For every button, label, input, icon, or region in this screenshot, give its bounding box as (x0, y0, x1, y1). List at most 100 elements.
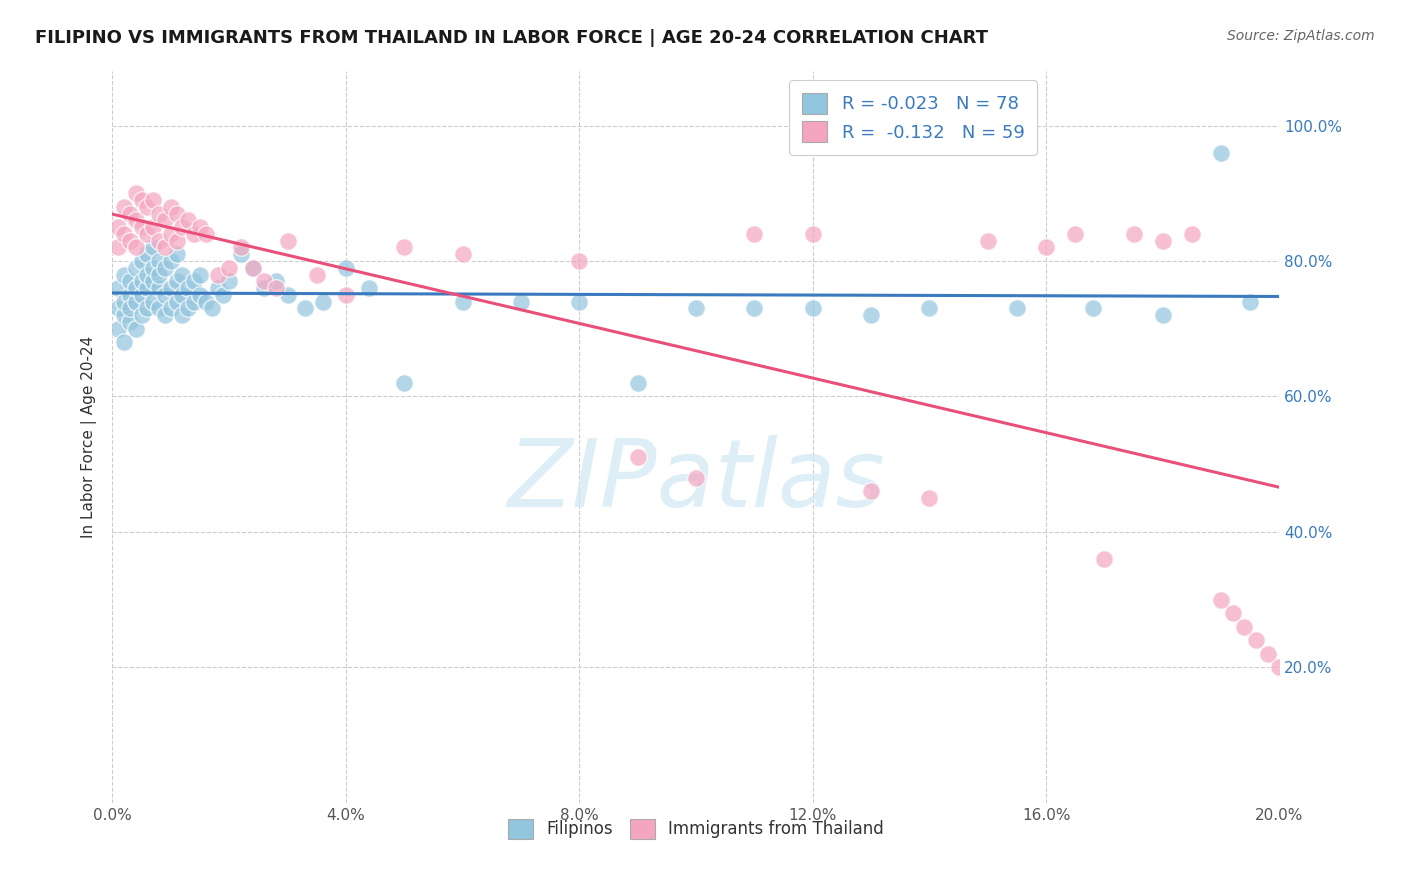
Point (918, 301, 941, 316)
Point (1081, 301, 1104, 316)
Point (801, 301, 824, 316)
Point (136, 200, 159, 214)
Point (142, 260, 165, 275)
Point (177, 301, 200, 316)
Text: Source: ZipAtlas.com: Source: ZipAtlas.com (1227, 29, 1375, 43)
Point (118, 234, 141, 248)
Point (107, 322, 129, 336)
Point (1094, 552, 1116, 566)
Point (118, 288, 141, 302)
Point (335, 260, 357, 275)
Point (148, 206, 170, 220)
Point (112, 308, 135, 322)
Point (1257, 647, 1279, 661)
Point (242, 260, 264, 275)
Point (253, 281, 276, 295)
Point (131, 220, 153, 235)
Point (142, 240, 165, 254)
Point (160, 301, 183, 316)
Point (136, 301, 159, 316)
Point (131, 193, 153, 207)
Point (568, 254, 591, 268)
Point (142, 274, 165, 288)
Point (160, 227, 183, 241)
Point (860, 308, 883, 322)
Point (131, 254, 153, 268)
Point (107, 220, 129, 235)
Point (201, 301, 224, 316)
Point (172, 288, 194, 302)
Point (112, 294, 135, 309)
Point (188, 288, 211, 302)
Point (136, 268, 159, 282)
Point (125, 240, 148, 254)
Point (125, 213, 148, 227)
Point (207, 281, 229, 295)
Point (136, 281, 159, 295)
Point (627, 376, 650, 390)
Point (166, 206, 188, 220)
Point (131, 274, 153, 288)
Point (125, 186, 148, 201)
Point (242, 260, 264, 275)
Point (112, 268, 135, 282)
Point (148, 254, 170, 268)
Point (125, 260, 148, 275)
Point (860, 484, 883, 499)
Point (207, 268, 229, 282)
Point (1222, 606, 1244, 620)
Point (627, 450, 650, 465)
Point (142, 294, 165, 309)
Point (112, 227, 135, 241)
Point (1005, 301, 1028, 316)
Point (131, 308, 153, 322)
Point (131, 288, 153, 302)
Point (451, 294, 474, 309)
Text: FILIPINO VS IMMIGRANTS FROM THAILAND IN LABOR FORCE | AGE 20-24 CORRELATION CHAR: FILIPINO VS IMMIGRANTS FROM THAILAND IN … (35, 29, 988, 46)
Point (177, 213, 200, 227)
Point (229, 247, 252, 261)
Point (136, 247, 159, 261)
Point (153, 308, 176, 322)
Point (153, 260, 176, 275)
Point (1064, 227, 1087, 241)
Point (160, 254, 183, 268)
Point (1209, 145, 1232, 160)
Point (148, 234, 170, 248)
Point (118, 315, 141, 329)
Point (359, 281, 381, 295)
Point (125, 281, 148, 295)
Point (305, 268, 328, 282)
Point (918, 491, 941, 505)
Point (394, 240, 416, 254)
Point (107, 240, 129, 254)
Point (264, 281, 287, 295)
Point (166, 247, 188, 261)
Point (118, 301, 141, 316)
Point (568, 294, 591, 309)
Point (1122, 227, 1144, 241)
Point (148, 268, 170, 282)
Point (742, 301, 765, 316)
Point (148, 281, 170, 295)
Point (183, 274, 205, 288)
Point (166, 294, 188, 309)
Point (172, 308, 194, 322)
Point (125, 294, 148, 309)
Point (742, 227, 765, 241)
Point (685, 471, 707, 485)
Point (166, 234, 188, 248)
Y-axis label: In Labor Force | Age 20-24: In Labor Force | Age 20-24 (80, 336, 97, 538)
Point (1152, 308, 1174, 322)
Point (188, 268, 211, 282)
Point (451, 247, 474, 261)
Point (188, 220, 211, 235)
Point (172, 268, 194, 282)
Point (1181, 227, 1204, 241)
Point (153, 213, 176, 227)
Point (335, 288, 357, 302)
Legend: Filipinos, Immigrants from Thailand: Filipinos, Immigrants from Thailand (502, 812, 890, 846)
Point (218, 260, 240, 275)
Point (136, 227, 159, 241)
Point (801, 227, 824, 241)
